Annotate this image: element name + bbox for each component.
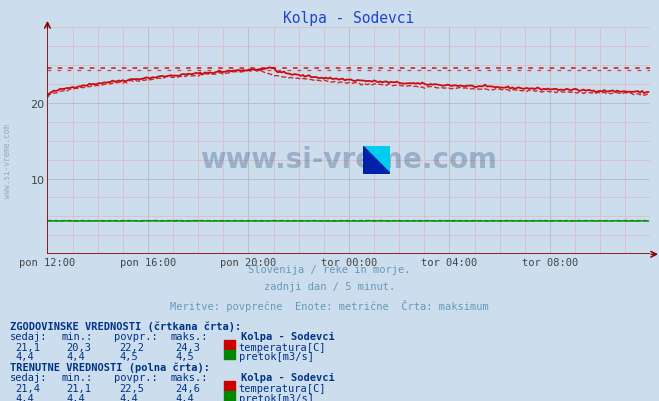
Polygon shape (362, 146, 390, 174)
Text: 22,2: 22,2 (119, 342, 144, 352)
Text: pretok[m3/s]: pretok[m3/s] (239, 393, 314, 401)
Title: Kolpa - Sodevci: Kolpa - Sodevci (283, 10, 415, 26)
Text: min.:: min.: (61, 332, 92, 342)
Bar (376, 160, 390, 174)
Text: 22,5: 22,5 (119, 383, 144, 393)
Text: 24,6: 24,6 (175, 383, 200, 393)
Text: min.:: min.: (61, 373, 92, 383)
Text: 4,4: 4,4 (67, 393, 85, 401)
Text: ZGODOVINSKE VREDNOSTI (črtkana črta):: ZGODOVINSKE VREDNOSTI (črtkana črta): (10, 321, 241, 331)
Text: www.si-vreme.com: www.si-vreme.com (200, 146, 498, 174)
Text: www.si-vreme.com: www.si-vreme.com (3, 124, 13, 197)
Text: 4,4: 4,4 (67, 351, 85, 361)
Bar (376, 146, 390, 160)
Text: 4,5: 4,5 (119, 351, 138, 361)
Bar (362, 160, 376, 174)
Text: Meritve: povprečne  Enote: metrične  Črta: maksimum: Meritve: povprečne Enote: metrične Črta:… (170, 299, 489, 311)
Text: 4,4: 4,4 (175, 393, 194, 401)
Text: Kolpa - Sodevci: Kolpa - Sodevci (241, 332, 334, 342)
Text: Kolpa - Sodevci: Kolpa - Sodevci (241, 373, 334, 383)
Text: 21,1: 21,1 (67, 383, 92, 393)
Bar (362, 146, 376, 160)
Text: Slovenija / reke in morje.: Slovenija / reke in morje. (248, 264, 411, 274)
Text: 4,4: 4,4 (119, 393, 138, 401)
Text: maks.:: maks.: (170, 332, 208, 342)
Text: povpr.:: povpr.: (114, 332, 158, 342)
Text: 20,3: 20,3 (67, 342, 92, 352)
Text: pretok[m3/s]: pretok[m3/s] (239, 351, 314, 361)
Text: maks.:: maks.: (170, 373, 208, 383)
Text: povpr.:: povpr.: (114, 373, 158, 383)
Text: 4,4: 4,4 (15, 351, 34, 361)
Text: 21,4: 21,4 (15, 383, 40, 393)
Text: 4,5: 4,5 (175, 351, 194, 361)
Text: 24,3: 24,3 (175, 342, 200, 352)
Text: TRENUTNE VREDNOSTI (polna črta):: TRENUTNE VREDNOSTI (polna črta): (10, 362, 210, 372)
Text: 4,4: 4,4 (15, 393, 34, 401)
Text: zadnji dan / 5 minut.: zadnji dan / 5 minut. (264, 282, 395, 292)
Text: temperatura[C]: temperatura[C] (239, 342, 326, 352)
Text: 21,1: 21,1 (15, 342, 40, 352)
Text: temperatura[C]: temperatura[C] (239, 383, 326, 393)
Text: sedaj:: sedaj: (10, 332, 47, 342)
Text: sedaj:: sedaj: (10, 373, 47, 383)
Polygon shape (362, 146, 390, 174)
